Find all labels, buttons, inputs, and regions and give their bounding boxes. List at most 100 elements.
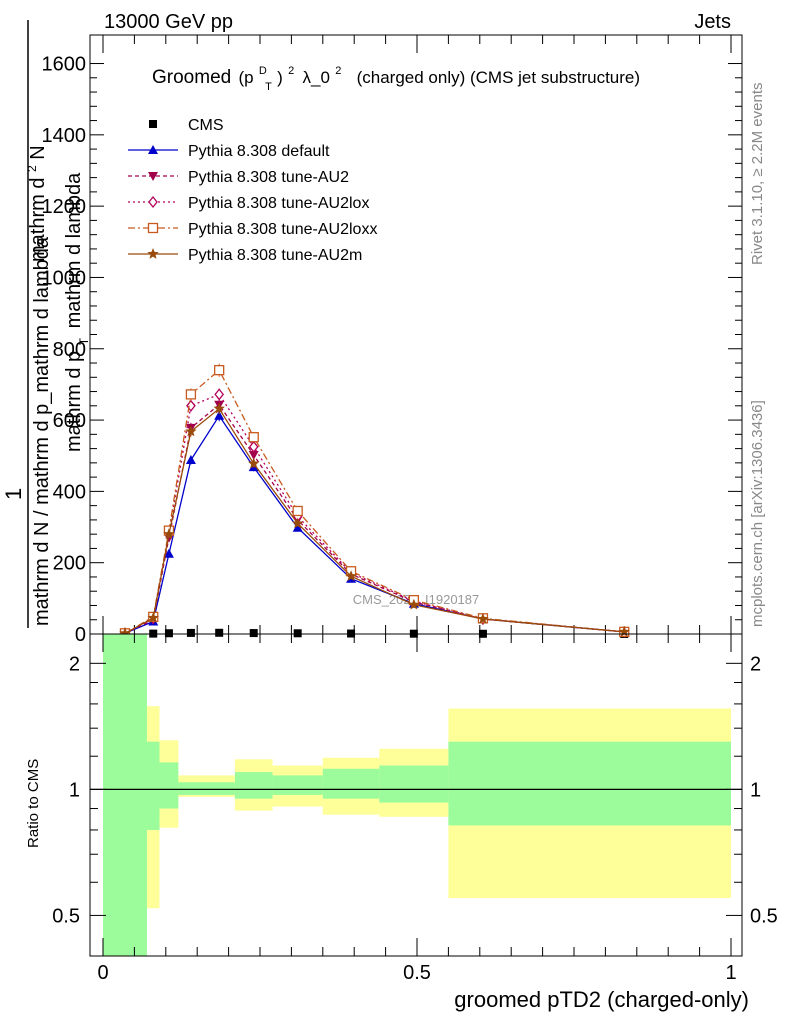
marker-triangle-up [214,410,225,420]
marker-square [215,628,224,637]
legend-label: Pythia 8.308 tune-AU2lox [188,195,369,212]
legend-item: Pythia 8.308 tune-AU2loxx [128,221,377,238]
marker-star [119,627,131,639]
legend-label: CMS [188,117,224,134]
marker-triangle-up [148,145,158,154]
marker-square-open [248,432,259,443]
marker-star [147,612,159,623]
mcplots-label: mcplots.cern.ch [arXiv:1306.3436] [749,400,766,627]
y-tick-label: 600 [53,410,86,432]
marker-square-open [292,505,303,517]
title-sub-t: T [265,81,272,93]
marker-square [186,628,195,637]
ylabel-n: N [27,145,49,159]
marker-diamond [248,440,259,453]
legend: CMS Pythia 8.308 default Pythia 8.308 tune… [128,117,377,264]
legend-label: Pythia 8.308 default [188,143,330,160]
x-tick-label: 0.5 [403,962,431,984]
inner-band-bin [322,768,380,799]
legend-item: Pythia 8.308 tune-AU2 [128,169,349,186]
marker-star [345,570,357,582]
title-sup-2b: 2 [335,65,341,77]
inner-band-bin [103,634,147,956]
inner-band-bin [159,762,179,809]
legend-label: Pythia 8.308 tune-AU2loxx [188,221,377,238]
marker-square [293,629,302,638]
legend-item: CMS [149,117,224,134]
legend-label: Pythia 8.308 tune-AU2 [188,169,349,186]
x-tick-label: 1 [725,962,736,984]
marker-square-open [147,222,159,234]
main-x-axis [102,35,732,634]
ylabel-dp: mathrm d p [63,351,85,452]
ratio-y-tick-label-right: 0.5 [750,905,778,927]
y-tick-label: 800 [53,339,86,361]
ylabel-sup-2: 2 [25,165,39,172]
legend-label: Pythia 8.308 tune-AU2m [188,247,362,264]
inner-band-bin [146,741,160,830]
ylabel-dlambda: mathrm d lambda [63,172,85,328]
marker-diamond [214,388,225,401]
marker-square [164,629,173,638]
ratio-y-tick-label: 2 [69,653,80,675]
ylabel-numerator-right: mathrm d 2 N [19,145,49,262]
ylabel-sub-t: T [77,337,91,345]
marker-square [149,120,157,128]
ratio-y-axis: 0.5 0.5 1 1 2 2 [52,653,778,927]
marker-diamond [148,195,158,209]
chart-title: Groomed (p D T ) 2 λ_0 2 (charged only) … [152,58,640,95]
y-tick-label: 1600 [42,54,87,76]
marker-star [408,598,420,610]
ylabel-d-sq: mathrm d [27,178,49,262]
main-y-label: 1 mathrm d N / mathrm d p_mathrm d lambd… [1,20,93,628]
ratio-y-tick-label-right: 2 [750,653,761,675]
marker-square [249,629,258,638]
marker-triangle-up [163,548,174,558]
marker-square-open [214,365,225,376]
series-pythia-8-308-tune-au2m [119,402,630,639]
y-tick-label: 400 [53,481,86,503]
marker-star [248,457,260,469]
inner-band-bin [448,741,518,826]
marker-star [185,425,197,437]
title-lambda: λ_0 [303,68,330,87]
y-tick-label: 1000 [42,267,87,289]
svg-text:Groomed (p D: Groomed (p D T ) 2 λ_0 2 (charged only) … [152,58,640,95]
inner-band-bin [517,741,731,826]
legend-item: Pythia 8.308 tune-AU2lox [128,195,369,212]
title-rest: (charged only) (CMS jet substructure) [357,68,640,87]
title-sup-d: D [259,65,267,77]
ratio-frame [89,633,743,957]
title-sup-2: 2 [288,65,294,77]
ratio-y-tick-label-right: 1 [750,779,761,801]
inner-band-bin [178,782,204,795]
ratio-y-tick-label: 1 [69,779,80,801]
x-tick-label: 0 [97,962,108,984]
ylabel-denominator-left: mathrm d N / mathrm d p_mathrm d lambda [31,236,53,626]
marker-triangle-up [292,522,303,532]
inner-band-bin [234,772,273,799]
header-left: 13000 GeV pp [104,11,233,33]
title-main: Groomed [152,67,231,88]
header-right: Jets [694,11,731,33]
y-tick-label: 0 [75,624,86,646]
ylabel-numerator-left: 1 [1,488,26,500]
x-axis-label: groomed pTD2 (charged-only) [454,987,749,1012]
title-paren: ) [277,68,283,87]
ratio-y-tick-label: 0.5 [52,905,80,927]
ratio-y-label: Ratio to CMS [25,759,42,848]
ratio-bands [103,634,731,956]
y-tick-label: 1400 [42,125,87,147]
marker-triangle-down [248,451,259,461]
ylabel-denominator-right: mathrm d p T mathrm d lambda [63,172,93,452]
legend-item: Pythia 8.308 tune-AU2m [128,247,362,264]
main-y-axis: 0 200 400 600 800 1000 1200 1400 1600 [42,54,742,646]
y-tick-label: 200 [53,553,86,575]
marker-square-open [185,389,197,400]
ratio-panel: 0.5 0.5 1 1 2 2 0 0.5 1 Ratio to CMS groomed pT… [25,633,778,1012]
marker-triangle-down [148,172,158,181]
inner-band-bin [272,775,323,795]
marker-star [213,402,225,414]
